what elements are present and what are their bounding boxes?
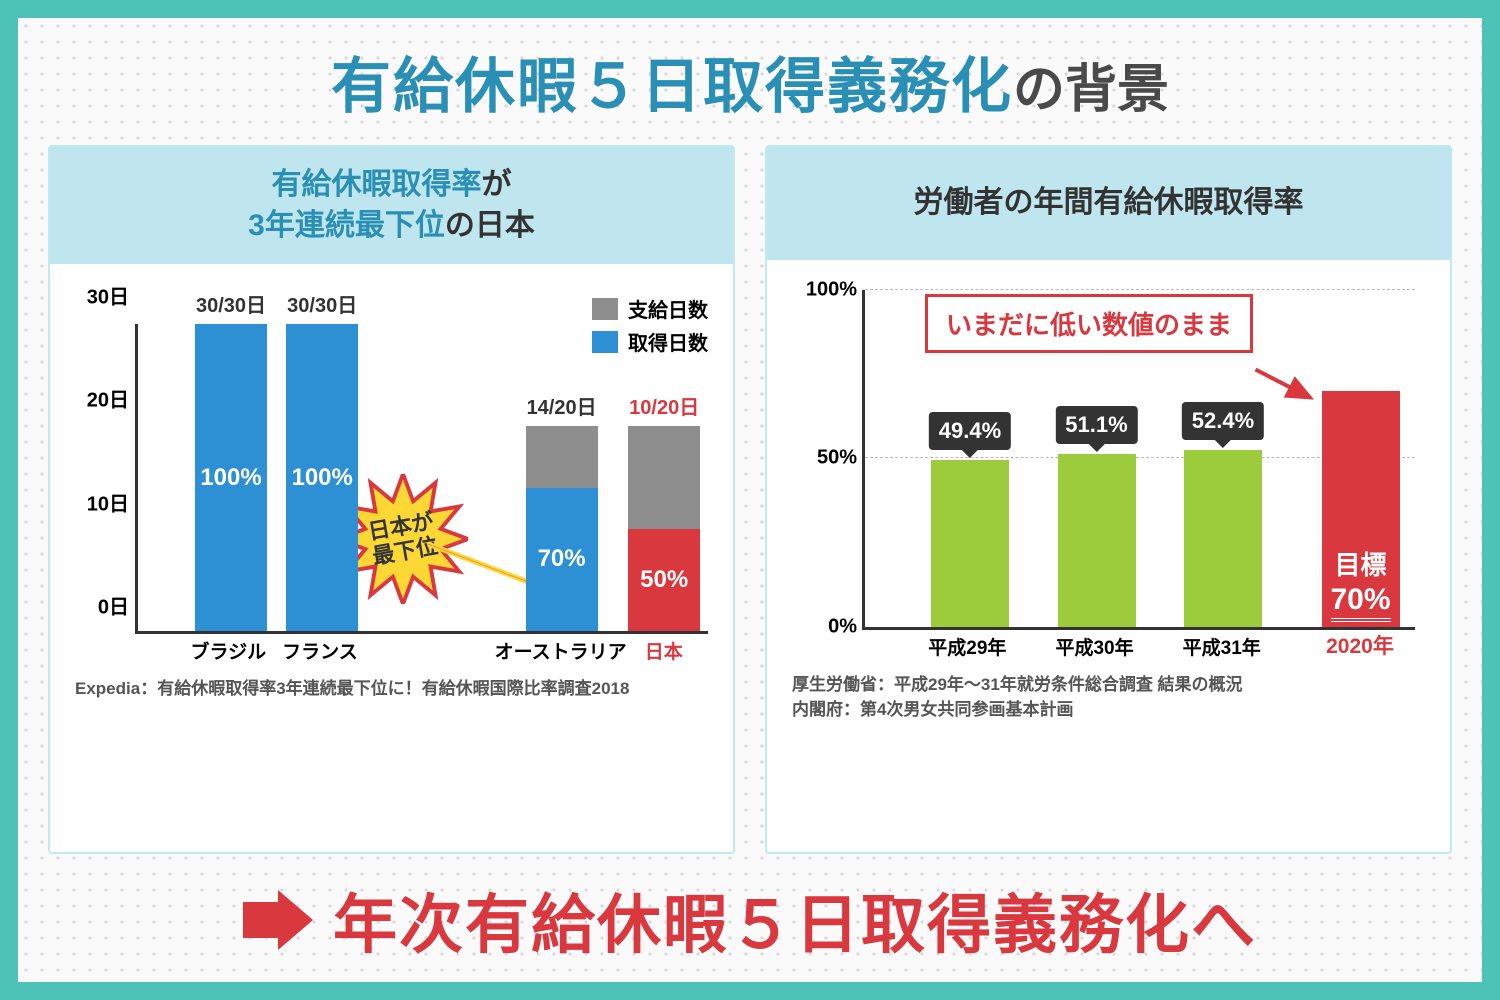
source-right: 厚生労働省：平成29年〜31年就労条件総合調査 結果の概況内閣府：第4次男女共同…	[792, 672, 1425, 723]
x-labels-2: 平成29年 平成30年 平成31年 2020年	[862, 630, 1415, 660]
y-tick: 0%	[828, 615, 865, 638]
source-line: 内閣府：第4次男女共同参画基本計画	[792, 697, 1425, 723]
source-left: Expedia：有給休暇取得率3年連続最下位に！有給休暇国際比率調査2018	[75, 676, 708, 702]
bar-seg-given	[526, 426, 598, 487]
y-tick: 100%	[806, 278, 865, 301]
value-bubble: 52.4%	[1182, 402, 1264, 440]
value-bubble: 49.4%	[929, 412, 1011, 450]
panel-left: 有給休暇取得率が 3年連続最下位の日本 支給日数取得日数 0日10日20日30日…	[48, 145, 735, 854]
bar-group: 100%30/30日	[195, 324, 267, 631]
callout-box: いまだに低い数値のまま	[925, 294, 1253, 353]
main-title: 有給休暇５日取得義務化の背景	[48, 38, 1452, 125]
x-label: 平成31年	[1183, 633, 1261, 660]
title-main: 有給休暇５日取得義務化	[331, 53, 1013, 120]
panel-right-header-text: 労働者の年間有給休暇取得率	[914, 186, 1304, 219]
plot-area-2: いまだに低い数値のまま 0%50%100%49.4%51.1%52.4%目標70…	[862, 290, 1415, 630]
header-accent-1: 有給休暇取得率	[272, 168, 482, 201]
x-label: 日本	[645, 637, 683, 664]
y-tick: 20日	[87, 384, 129, 413]
title-trail: 背景	[1065, 61, 1169, 119]
bar-target: 目標70%	[1322, 391, 1400, 627]
chart-countries: 支給日数取得日数 0日10日20日30日 日本が 最下位	[75, 284, 708, 664]
source-line: 厚生労働省：平成29年〜31年就労条件総合調査 結果の概況	[792, 672, 1425, 698]
infographic-container: 有給休暇５日取得義務化の背景 有給休暇取得率が 3年連続最下位の日本 支給日数取…	[18, 18, 1482, 982]
panels-row: 有給休暇取得率が 3年連続最下位の日本 支給日数取得日数 0日10日20日30日…	[48, 145, 1452, 854]
panel-left-body: 支給日数取得日数 0日10日20日30日 日本が 最下位	[50, 264, 733, 714]
legend-item: 支給日数	[592, 294, 708, 323]
target-text: 目標70%	[1330, 549, 1390, 619]
header-accent-2: 3年連続最下位	[248, 209, 445, 242]
x-label: フランス	[282, 637, 358, 664]
bar-year: 51.1%	[1058, 454, 1136, 626]
bar-seg-given	[628, 426, 700, 528]
title-connector: の	[1013, 61, 1065, 119]
bar-top-label: 14/20日	[504, 391, 619, 426]
bar-year: 49.4%	[931, 460, 1009, 626]
x-label: 平成29年	[928, 633, 1006, 660]
value-bubble: 51.1%	[1055, 406, 1137, 444]
bar-group: 70%14/20日	[526, 426, 598, 631]
gridline	[865, 289, 1415, 290]
y-axis: 0日10日20日30日	[75, 324, 135, 634]
x-label: 2020年	[1326, 630, 1394, 660]
x-label: 平成30年	[1055, 633, 1133, 660]
panel-right: 労働者の年間有給休暇取得率 いまだに低い数値のまま 0% 50% 100% 49.4%…	[765, 145, 1452, 854]
panel-right-body: いまだに低い数値のまま 0% 50% 100% 49.4% 51.1% 52.4% 目標70…	[767, 260, 1450, 735]
bar-year: 52.4%	[1184, 450, 1262, 627]
bar-group: 50%10/20日	[628, 426, 700, 631]
bar-seg-taken: 70%	[526, 488, 598, 631]
x-labels: ブラジルフランス オーストラリア日本	[135, 634, 708, 664]
bar-top-label: 30/30日	[265, 289, 380, 324]
footer: 年次有給休暇５日取得義務化へ	[48, 854, 1452, 972]
y-tick: 0日	[98, 591, 129, 620]
header-plain-1: が	[482, 168, 512, 201]
chart-years: いまだに低い数値のまま 0% 50% 100% 49.4% 51.1% 52.4% 目標70…	[792, 280, 1425, 660]
footer-arrow-icon	[243, 890, 313, 950]
bar-group: 100%30/30日	[286, 324, 358, 631]
x-label: オーストラリア	[495, 637, 627, 664]
y-tick: 50%	[817, 447, 865, 470]
bar-seg-taken: 50%	[628, 529, 700, 631]
y-tick: 10日	[87, 487, 129, 516]
y-tick: 30日	[87, 281, 129, 310]
bar-top-label: 10/20日	[607, 391, 722, 426]
panel-right-header: 労働者の年間有給休暇取得率	[767, 147, 1450, 260]
header-plain-2: の日本	[445, 209, 535, 242]
x-label: ブラジル	[190, 637, 266, 664]
bar-seg-taken: 100%	[195, 324, 267, 631]
panel-left-header: 有給休暇取得率が 3年連続最下位の日本	[50, 147, 733, 264]
plot-area: 日本が 最下位 100%30/30日100%30/30日70%14/20日50%…	[135, 324, 708, 634]
bar-seg-taken: 100%	[286, 324, 358, 631]
footer-text: 年次有給休暇５日取得義務化へ	[333, 874, 1257, 966]
